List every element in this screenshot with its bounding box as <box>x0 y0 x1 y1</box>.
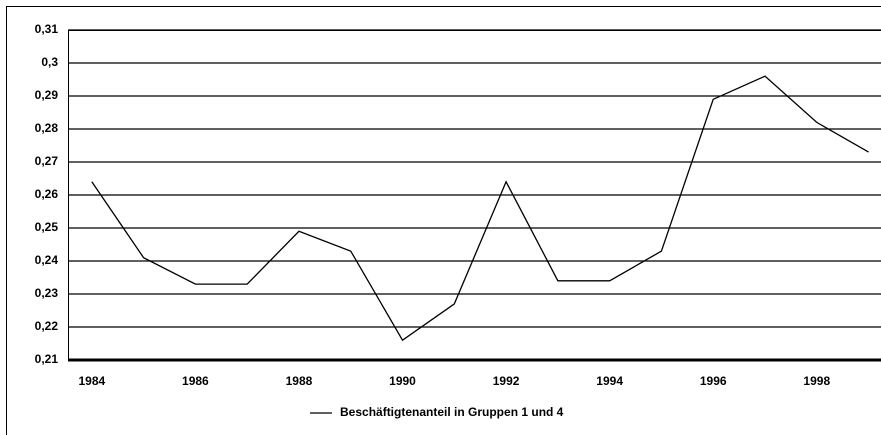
x-tick-label: 1988 <box>286 374 313 388</box>
x-tick-label: 1992 <box>493 374 520 388</box>
x-tick-label: 1994 <box>596 374 623 388</box>
x-tick-label: 1998 <box>803 374 830 388</box>
legend-label: Beschäftigtenanteil in Gruppen 1 und 4 <box>340 405 564 419</box>
x-tick-label: 1996 <box>700 374 727 388</box>
y-tick-label: 0,29 <box>35 88 59 102</box>
x-tick-label: 1986 <box>182 374 209 388</box>
y-tick-label: 0,3 <box>41 55 58 69</box>
chart-frame <box>6 6 881 435</box>
y-tick-label: 0,26 <box>35 187 59 201</box>
y-tick-label: 0,31 <box>35 22 59 36</box>
y-tick-label: 0,25 <box>35 220 59 234</box>
x-tick-label: 1990 <box>389 374 416 388</box>
y-tick-label: 0,22 <box>35 319 59 333</box>
x-tick-label: 1984 <box>78 374 105 388</box>
y-tick-label: 0,24 <box>35 253 59 267</box>
y-tick-label: 0,28 <box>35 121 59 135</box>
y-tick-label: 0,21 <box>35 352 59 366</box>
y-tick-label: 0,23 <box>35 286 59 300</box>
data-line <box>91 75 869 342</box>
y-tick-label: 0,27 <box>35 154 59 168</box>
